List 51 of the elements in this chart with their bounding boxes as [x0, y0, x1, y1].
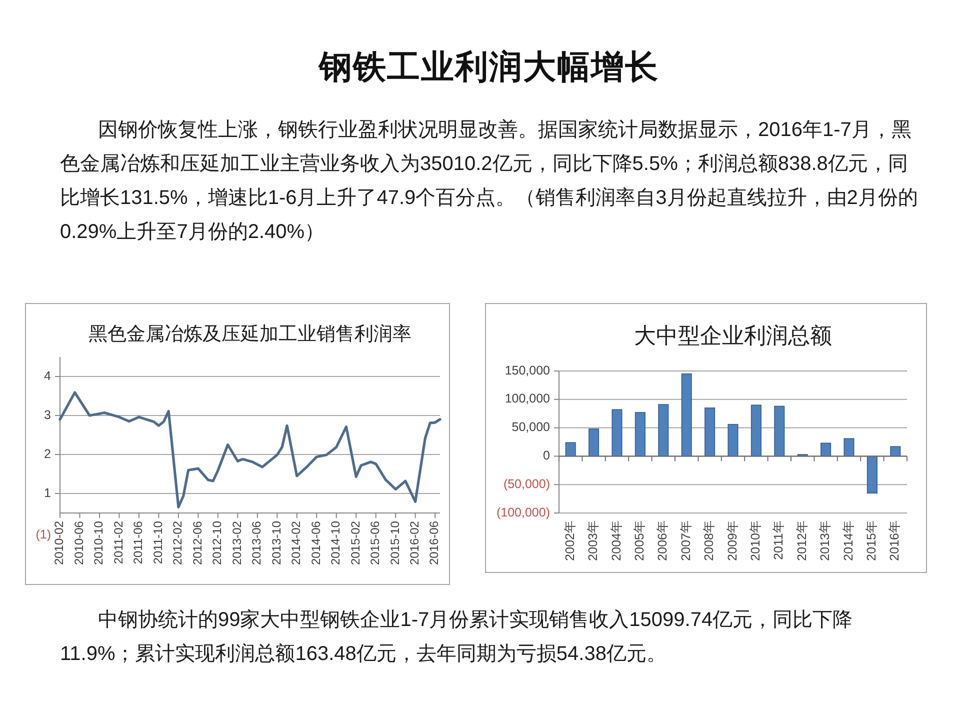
- text: 钢铁工业利润大幅增长: [317, 47, 660, 87]
- x-tick-label: 2002年: [562, 520, 577, 561]
- text: (1): [36, 527, 51, 542]
- x-tick-label: 2010年: [748, 520, 762, 561]
- y-tick-label: 150,000: [504, 363, 550, 378]
- x-tick-label: 2011年: [772, 520, 786, 560]
- x-tick-label: 2011-06: [131, 520, 146, 564]
- y-tick-label: 50,000: [512, 420, 550, 434]
- x-tick-label: 2013-06: [250, 520, 264, 566]
- x-tick-label: 2007年: [678, 520, 693, 561]
- x-tick-label: 2012-02: [170, 520, 185, 566]
- x-tick-label: 2013年: [818, 520, 832, 561]
- text: 因钢价恢复性上涨，钢铁行业盈利状况明显改善。据国家统计局数据显示，2016年1-7月，黑色金属冶炼和压延加工业主营业务收入为35010.2亿元，同比下降5.5%；利润总额838.8亿元，同比增长131.5%，增速比1-6月上升了47.9个百分点。（销售利润率自3月份起直线拉升，由2月份的0.29%上升至7月份的2.40%）: [60, 118, 918, 245]
- x-tick-label: 2014年: [841, 520, 856, 561]
- y-tick-label: 1: [44, 486, 52, 500]
- x-tick-label: 2015-06: [368, 520, 382, 566]
- x-tick-label: 2010-10: [92, 520, 106, 566]
- x-tick-label: 2015-02: [348, 520, 362, 566]
- y-tick-label: 2: [44, 446, 52, 461]
- x-tick-label: 2010-06: [72, 520, 86, 566]
- x-tick-label: 2012年: [794, 520, 809, 561]
- x-tick-label: 2014-10: [328, 520, 343, 566]
- x-tick-label: 2016年: [888, 520, 902, 561]
- x-tick-label: 2003年: [586, 520, 600, 561]
- x-tick-label: 2016-06: [427, 520, 442, 566]
- x-tick-label: 2014-02: [289, 520, 304, 566]
- x-tick-label: 2009年: [725, 520, 740, 561]
- y-tick-label: 4: [44, 368, 52, 383]
- y-tick-label: 3: [44, 408, 52, 422]
- x-tick-label: 2012-10: [210, 520, 224, 566]
- text: 中钢协统计的99家大中型钢铁企业1-7月份累计实现销售收入15099.74亿元，同比下降11.9%；累计实现利润总额163.48亿元，去年同期为亏损54.38亿元。: [60, 608, 854, 667]
- x-tick-label: 2012-06: [190, 520, 204, 566]
- y-tick-label: 0: [543, 448, 550, 462]
- x-tick-label: 2005年: [632, 520, 646, 561]
- x-tick-label: 2015-10: [388, 520, 402, 566]
- x-tick-label: 2006年: [656, 520, 670, 561]
- x-tick-label: 2011-02: [111, 520, 126, 564]
- x-tick-label: 2011-10: [150, 520, 165, 564]
- x-tick-label: 2013-10: [269, 520, 284, 566]
- chart-title: 大中型企业利润总额: [634, 322, 832, 348]
- y-tick-label: (50,000): [503, 476, 550, 491]
- chart-title: 黑色金属冶炼及压延加工业销售利润率: [88, 323, 412, 346]
- x-tick-label: 2008年: [702, 520, 716, 561]
- x-tick-label: 2016-02: [407, 520, 422, 566]
- x-tick-label: 2004年: [609, 520, 624, 561]
- x-tick-label: 2014-06: [308, 520, 323, 566]
- x-tick-label: 2015年: [864, 520, 878, 561]
- y-tick-label: 100,000: [504, 392, 550, 406]
- y-tick-label: (100,000): [496, 505, 550, 520]
- x-tick-label: 2010-02: [52, 520, 66, 566]
- x-tick-label: 2013-02: [230, 520, 244, 566]
